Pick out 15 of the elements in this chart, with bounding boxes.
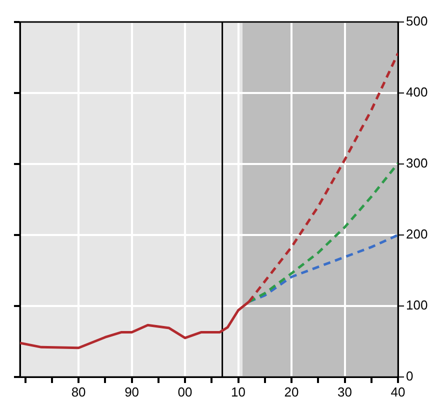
line-series <box>248 162 398 303</box>
x-tick-label: 40 <box>390 384 406 400</box>
y-tick-label: 200 <box>406 226 428 242</box>
x-tick-label: 90 <box>124 384 140 400</box>
y-tick-label: 300 <box>406 156 428 171</box>
y-tick-label: 0 <box>406 368 414 384</box>
x-tick-label: 20 <box>284 384 299 400</box>
x-tick-label: 30 <box>338 384 352 400</box>
x-tick-label: 10 <box>231 384 246 400</box>
x-tick-label: 00 <box>178 384 192 400</box>
y-tick-label: 500 <box>406 14 428 29</box>
y-tick-label: 400 <box>406 84 428 100</box>
y-tick-label: 100 <box>406 298 428 313</box>
x-tick-label: 80 <box>71 384 86 400</box>
line-series <box>248 234 398 303</box>
